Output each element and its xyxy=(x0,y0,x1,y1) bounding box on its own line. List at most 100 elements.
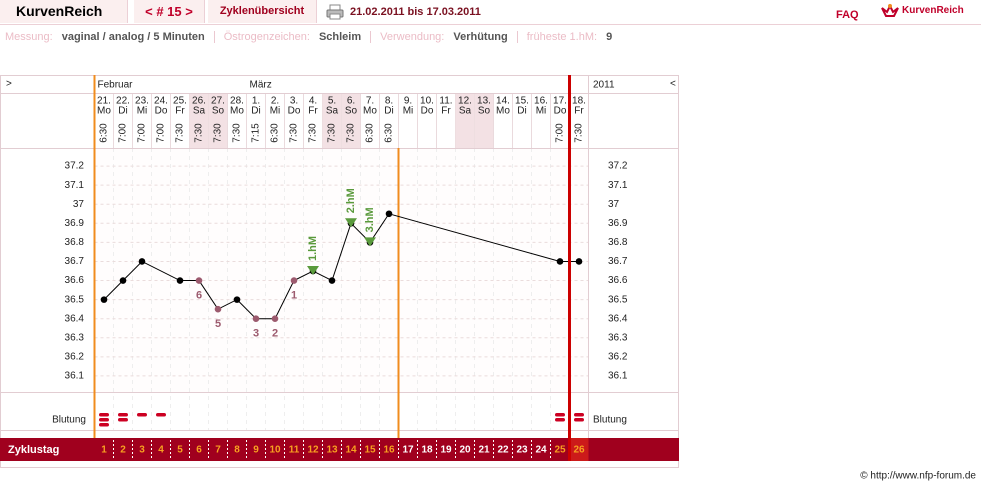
date: 10. xyxy=(420,96,434,107)
weekday: Mi xyxy=(403,106,414,117)
time: 7:30 xyxy=(194,123,205,143)
nav-prev[interactable]: > xyxy=(6,79,12,90)
time: 7:00 xyxy=(118,123,129,143)
y-tick-label: 37.2 xyxy=(608,161,628,172)
cycle-day: 2 xyxy=(120,445,126,456)
y-tick-label: 37.1 xyxy=(608,180,628,191)
date: 3. xyxy=(290,96,298,107)
faq-link[interactable]: FAQ xyxy=(836,9,859,21)
overview-link[interactable]: Zyklenübersicht xyxy=(208,0,317,23)
weekday: Sa xyxy=(326,106,339,117)
peak-label: 3.hM xyxy=(364,207,376,232)
date: 6. xyxy=(347,96,355,107)
weekday: Di xyxy=(384,106,393,117)
time: 7:00 xyxy=(137,123,148,143)
cycle-day: 4 xyxy=(158,445,164,456)
temperature-point xyxy=(575,258,583,265)
y-tick-label: 37.2 xyxy=(65,161,85,172)
y-tick-label: 36.5 xyxy=(608,294,628,305)
weekday: So xyxy=(478,106,491,117)
cycle-day: 3 xyxy=(139,445,145,456)
weekday: Mo xyxy=(97,106,111,117)
date: 24. xyxy=(154,96,168,107)
nav-next[interactable]: < xyxy=(670,79,676,90)
time: 7:30 xyxy=(232,123,243,143)
info-label: früheste 1.hM: xyxy=(526,31,598,43)
temperature-point xyxy=(138,258,146,265)
bleeding-mark xyxy=(137,413,147,417)
time: 6:30 xyxy=(365,123,376,143)
date: 23. xyxy=(135,96,149,107)
peak-marker xyxy=(364,237,376,247)
date: 14. xyxy=(496,96,510,107)
bleeding-mark xyxy=(156,413,166,417)
weekend-cell xyxy=(474,94,494,148)
time: 6:30 xyxy=(384,123,395,143)
cycle-day-row xyxy=(0,438,679,461)
peak-marker xyxy=(307,266,319,275)
cycle-day: 15 xyxy=(364,445,376,456)
temperature-point xyxy=(385,210,393,218)
cycle-day: 25 xyxy=(554,445,566,456)
date: 7. xyxy=(366,96,374,107)
bleeding-mark xyxy=(99,423,109,427)
weekend-cell xyxy=(322,94,342,148)
date: 15. xyxy=(515,96,529,107)
date: 26. xyxy=(192,96,206,107)
cycle-day: 14 xyxy=(345,445,357,456)
bleeding-mark xyxy=(555,418,565,422)
y-tick-label: 36.3 xyxy=(65,332,85,343)
date: 1. xyxy=(252,96,260,107)
date: 27. xyxy=(211,96,225,107)
cycle-nav[interactable]: < # 15 > xyxy=(134,0,205,23)
peak-label: 2.hM xyxy=(345,188,357,213)
weekend-cell xyxy=(208,94,228,148)
cycle-day: 21 xyxy=(478,445,490,456)
date: 22. xyxy=(116,96,130,107)
cycle-day: 22 xyxy=(497,445,509,456)
info-value: Schleim xyxy=(318,31,362,43)
time: 7:30 xyxy=(213,123,224,143)
low-label: 1 xyxy=(291,289,297,301)
header: KurvenReich < # 15 > Zyklenübersicht 21.… xyxy=(0,0,981,25)
y-tick-label: 36.9 xyxy=(65,218,85,229)
y-tick-label: 36.6 xyxy=(65,275,85,286)
temperature-point xyxy=(252,315,260,322)
y-tick-label: 36.4 xyxy=(65,313,85,324)
weekend-cell xyxy=(189,94,209,148)
date: 13. xyxy=(477,96,491,107)
weekday: Do xyxy=(288,106,301,117)
cycle-day: 24 xyxy=(535,445,547,456)
time: 7:30 xyxy=(289,123,300,143)
date: 16. xyxy=(534,96,548,107)
weekday: Fr xyxy=(441,106,451,117)
time: 7:30 xyxy=(574,123,585,143)
temperature-point xyxy=(100,296,108,303)
y-tick-label: 36.2 xyxy=(65,351,85,362)
y-tick-label: 36.2 xyxy=(608,351,628,362)
y-tick-label: 36.4 xyxy=(608,313,628,324)
time: 6:30 xyxy=(99,123,110,143)
weekday: Mo xyxy=(496,106,510,117)
print-icon[interactable] xyxy=(326,4,344,20)
bleeding-mark xyxy=(118,418,128,422)
bleeding-label: Blutung xyxy=(593,415,627,426)
date: 25. xyxy=(173,96,187,107)
date: 8. xyxy=(385,96,393,107)
separator xyxy=(370,31,372,43)
weekday: Di xyxy=(118,106,127,117)
time: 6:30 xyxy=(270,123,281,143)
weekday: Fr xyxy=(308,106,318,117)
temperature-point xyxy=(290,277,298,284)
month: März xyxy=(250,80,272,91)
separator xyxy=(213,31,215,43)
date: 9. xyxy=(404,96,412,107)
cycle-day: 5 xyxy=(177,445,183,456)
y-tick-label: 36.1 xyxy=(608,371,628,382)
bleeding-mark xyxy=(555,413,565,417)
time: 7:30 xyxy=(175,123,186,143)
date: 12. xyxy=(458,96,472,107)
weekday: Do xyxy=(421,106,434,117)
weekday: Mi xyxy=(270,106,281,117)
